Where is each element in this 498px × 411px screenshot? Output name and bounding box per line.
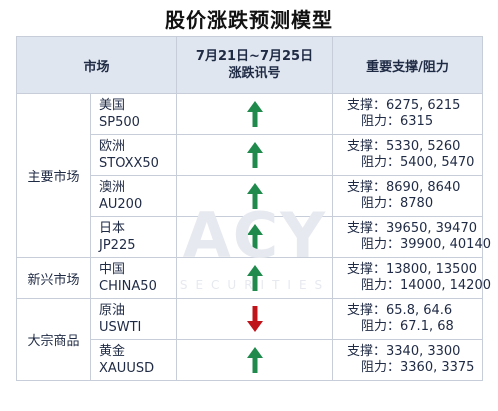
levels-cell: 支撑：65.8, 64.6 阻力：67.1, 68 <box>332 298 484 340</box>
support-text: 支撑：8690, 8640 <box>347 180 461 195</box>
levels-cell: 支撑：3340, 3300 阻力：3360, 3375 <box>332 339 484 381</box>
table-row: 主要市场 美国 SP500 支撑：6275, 6215 阻力：6315 <box>16 93 484 258</box>
resistance-text: 阻力：14000, 14200 <box>361 278 491 293</box>
signal-cell <box>176 298 334 340</box>
table-row: 大宗商品 原油 USWTI 支撑：65.8, 64.6 阻力：67.1, 68 <box>16 298 484 381</box>
market-name: 中国 <box>99 262 126 277</box>
market-code: USWTI <box>99 320 142 335</box>
market-cell: 澳洲 AU200 <box>89 175 178 217</box>
market-code: STOXX50 <box>99 156 159 171</box>
resistance-text: 阻力：5400, 5470 <box>361 155 475 170</box>
table-row: 澳洲 AU200 支撑：8690, 8640 阻力：8780 <box>17 175 484 217</box>
market-name: 日本 <box>99 221 126 236</box>
group-emerging-markets: 新兴市场 <box>16 257 91 299</box>
arrow-up-icon <box>246 101 263 127</box>
arrow-up-icon <box>246 183 263 209</box>
table-row: 日本 JP225 支撑：39650, 39470 阻力：39900, 40140 <box>17 216 491 258</box>
signal-cell <box>176 339 334 381</box>
table-row: 黄金 XAUUSD 支撑：3340, 3300 阻力：3360, 3375 <box>17 339 484 381</box>
header-market: 市场 <box>15 36 178 94</box>
market-code: SP500 <box>99 115 140 130</box>
levels-cell: 支撑：13800, 13500 阻力：14000, 14200 <box>332 257 491 299</box>
header-levels: 重要支撑/阻力 <box>332 36 484 94</box>
resistance-text: 阻力：8780 <box>361 196 434 211</box>
group-main-markets: 主要市场 <box>16 93 91 258</box>
market-code: JP225 <box>99 238 136 253</box>
market-code: CHINA50 <box>99 279 157 294</box>
arrow-down-icon <box>246 306 263 332</box>
header-signal-label: 涨跌讯号 <box>228 66 281 81</box>
market-cell: 原油 USWTI <box>89 298 178 340</box>
support-text: 支撑：6275, 6215 <box>347 98 461 113</box>
market-name: 黄金 <box>99 344 126 359</box>
support-text: 支撑：13800, 13500 <box>347 262 477 277</box>
market-cell: 中国 CHINA50 <box>89 257 178 299</box>
market-code: AU200 <box>99 197 143 212</box>
table-header-row: 市场 7月21日~7月25日 涨跌讯号 重要支撑/阻力 <box>15 36 484 94</box>
support-text: 支撑：3340, 3300 <box>347 344 461 359</box>
forecast-table: 市场 7月21日~7月25日 涨跌讯号 重要支撑/阻力 主要市场 美国 SP50… <box>15 36 491 381</box>
support-text: 支撑：65.8, 64.6 <box>347 303 453 318</box>
market-cell: 欧洲 STOXX50 <box>89 134 178 176</box>
arrow-up-icon <box>246 142 263 168</box>
resistance-text: 阻力：67.1, 68 <box>361 319 454 334</box>
levels-cell: 支撑：39650, 39470 阻力：39900, 40140 <box>332 216 491 258</box>
resistance-text: 阻力：3360, 3375 <box>361 360 475 375</box>
market-code: XAUUSD <box>99 361 155 376</box>
support-text: 支撑：39650, 39470 <box>347 221 477 236</box>
group-commodities: 大宗商品 <box>16 298 91 381</box>
market-cell: 美国 SP500 <box>89 93 178 135</box>
signal-cell <box>176 134 334 176</box>
arrow-up-icon <box>246 265 263 291</box>
header-signal: 7月21日~7月25日 涨跌讯号 <box>176 36 334 94</box>
page-title: 股价涨跌预测模型 <box>165 8 333 32</box>
resistance-text: 阻力：6315 <box>361 114 434 129</box>
market-cell: 黄金 XAUUSD <box>89 339 178 381</box>
market-name: 澳洲 <box>99 180 126 195</box>
arrow-up-icon <box>246 347 263 373</box>
signal-cell <box>176 93 334 135</box>
signal-cell <box>176 257 334 299</box>
market-name: 欧洲 <box>99 139 126 154</box>
header-signal-date: 7月21日~7月25日 <box>195 49 314 64</box>
table-row: 新兴市场 中国 CHINA50 支撑：13800, 13500 阻力：14000… <box>16 257 491 299</box>
market-name: 原油 <box>99 303 126 318</box>
support-text: 支撑：5330, 5260 <box>347 139 461 154</box>
market-name: 美国 <box>99 98 126 113</box>
market-cell: 日本 JP225 <box>89 216 178 258</box>
resistance-text: 阻力：39900, 40140 <box>361 237 491 252</box>
levels-cell: 支撑：5330, 5260 阻力：5400, 5470 <box>332 134 484 176</box>
arrow-up-icon <box>246 224 263 250</box>
levels-cell: 支撑：6275, 6215 阻力：6315 <box>332 93 484 135</box>
signal-cell <box>176 175 334 217</box>
signal-cell <box>176 216 334 258</box>
levels-cell: 支撑：8690, 8640 阻力：8780 <box>332 175 484 217</box>
